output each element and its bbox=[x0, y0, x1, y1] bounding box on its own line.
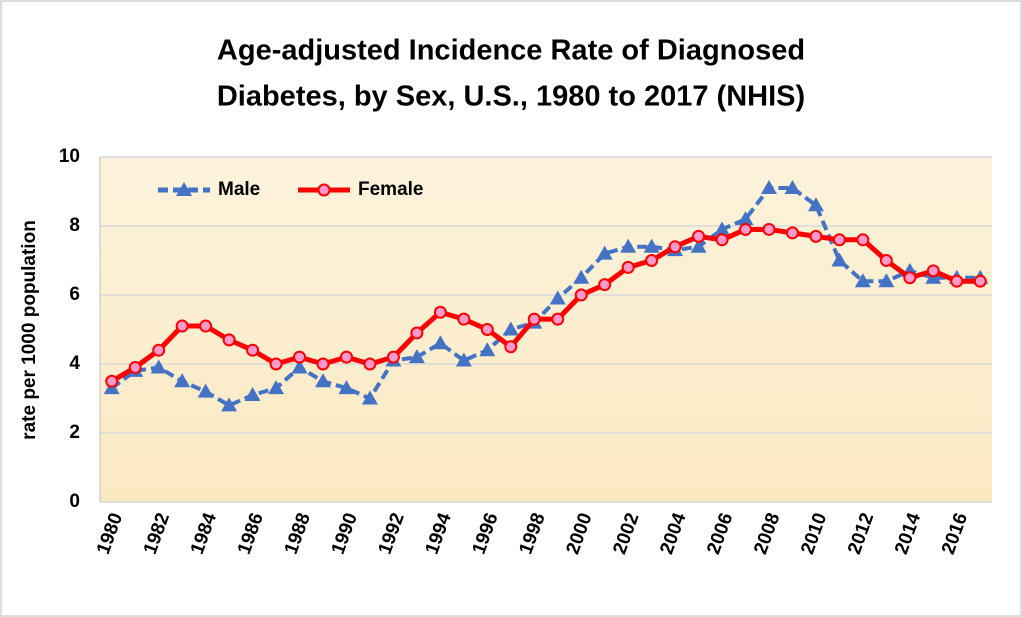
data-point bbox=[293, 350, 307, 364]
data-point bbox=[150, 359, 167, 374]
data-point bbox=[502, 321, 519, 336]
data-point bbox=[714, 221, 731, 236]
data-point bbox=[668, 240, 682, 254]
data-point bbox=[643, 238, 660, 253]
y-tick-label: 0 bbox=[69, 491, 80, 512]
data-point bbox=[574, 288, 588, 302]
data-point bbox=[551, 312, 565, 326]
data-point bbox=[174, 373, 191, 388]
data-point bbox=[244, 387, 261, 402]
data-point bbox=[291, 359, 308, 374]
data-point bbox=[268, 380, 285, 395]
data-point bbox=[950, 274, 964, 288]
data-point bbox=[739, 222, 753, 236]
data-point bbox=[621, 260, 635, 274]
plot-area bbox=[100, 157, 992, 502]
data-point bbox=[645, 254, 659, 267]
data-point bbox=[175, 319, 189, 333]
data-point bbox=[316, 357, 330, 371]
y-tick-label: 8 bbox=[69, 215, 80, 236]
data-point bbox=[973, 274, 987, 288]
data-point bbox=[715, 233, 729, 247]
data-point bbox=[432, 335, 449, 350]
data-point bbox=[926, 264, 940, 278]
data-point bbox=[338, 380, 355, 395]
data-point bbox=[737, 211, 754, 226]
data-point bbox=[809, 229, 823, 243]
legend-marker bbox=[317, 183, 331, 197]
data-point bbox=[410, 326, 424, 340]
data-point bbox=[596, 245, 613, 260]
data-point bbox=[878, 273, 895, 288]
legend-label: Male bbox=[218, 179, 260, 200]
data-point bbox=[105, 374, 119, 388]
legend-marker bbox=[176, 182, 192, 196]
data-point bbox=[199, 319, 213, 333]
series-line bbox=[110, 186, 981, 408]
data-point bbox=[620, 238, 637, 253]
data-point bbox=[784, 180, 801, 195]
data-point bbox=[197, 383, 214, 398]
data-point bbox=[879, 254, 893, 267]
data-point bbox=[221, 397, 238, 412]
data-point bbox=[479, 342, 496, 357]
data-point bbox=[527, 312, 541, 326]
data-point bbox=[408, 349, 425, 364]
legend-label: Female bbox=[358, 179, 423, 200]
data-point bbox=[339, 350, 353, 364]
y-tick-label: 4 bbox=[69, 353, 80, 374]
data-point bbox=[832, 233, 846, 247]
data-point bbox=[549, 290, 566, 305]
data-point bbox=[222, 333, 236, 347]
chart-title: Diabetes, by Sex, U.S., 1980 to 2017 (NH… bbox=[217, 81, 805, 113]
data-point bbox=[807, 197, 824, 212]
y-tick-label: 6 bbox=[69, 284, 80, 305]
data-point bbox=[573, 269, 590, 284]
data-point bbox=[457, 312, 471, 326]
data-point bbox=[433, 305, 447, 319]
data-point bbox=[128, 360, 142, 374]
data-point bbox=[480, 323, 494, 336]
data-point bbox=[315, 373, 331, 388]
data-point bbox=[246, 343, 260, 357]
data-point bbox=[455, 352, 472, 367]
y-tick-label: 10 bbox=[59, 146, 80, 167]
data-point bbox=[361, 390, 378, 405]
data-point bbox=[504, 340, 518, 354]
data-point bbox=[831, 252, 848, 267]
data-point bbox=[903, 271, 917, 285]
data-point bbox=[785, 226, 799, 240]
data-point bbox=[854, 273, 871, 288]
data-point bbox=[598, 278, 612, 292]
data-point bbox=[762, 222, 776, 236]
data-point bbox=[152, 343, 166, 357]
y-axis-label: rate per 1000 population bbox=[19, 220, 40, 440]
data-point bbox=[269, 357, 283, 371]
data-point bbox=[363, 357, 377, 371]
data-point bbox=[386, 350, 400, 364]
data-point bbox=[690, 238, 707, 253]
data-point bbox=[761, 180, 777, 195]
chart-title: Age-adjusted Incidence Rate of Diagnosed bbox=[217, 35, 805, 67]
data-point bbox=[692, 229, 706, 243]
y-tick-label: 2 bbox=[69, 422, 80, 443]
data-point bbox=[856, 233, 870, 247]
